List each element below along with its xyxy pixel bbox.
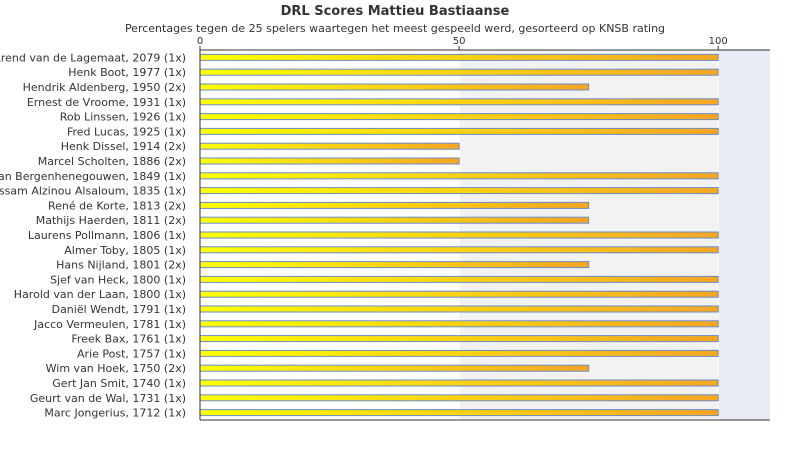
x-tick-label: 50 <box>453 36 466 47</box>
category-label: Arie Post, 1757 (1x) <box>77 347 186 360</box>
category-label: Freek Bax, 1761 (1x) <box>71 333 186 346</box>
category-label: Jacco Vermeulen, 1781 (1x) <box>33 318 186 331</box>
bar <box>199 364 590 372</box>
plot-band <box>718 50 770 420</box>
category-label: Rob Linssen, 1926 (1x) <box>60 111 186 124</box>
bar <box>199 187 719 195</box>
bar <box>199 216 590 224</box>
bar <box>199 98 719 106</box>
category-label: Daniël Wendt, 1791 (1x) <box>52 303 186 316</box>
category-label: Gert Jan Smit, 1740 (1x) <box>52 377 186 390</box>
bar <box>199 394 719 402</box>
bar <box>199 275 719 283</box>
bar <box>199 246 719 254</box>
chart-subtitle: Percentages tegen de 25 spelers waartege… <box>124 22 666 35</box>
category-label: Sjef van Heck, 1800 (1x) <box>50 273 186 286</box>
category-label: Fred Lucas, 1925 (1x) <box>67 125 186 138</box>
bar <box>199 261 590 269</box>
category-label: Henk Boot, 1977 (1x) <box>68 66 186 79</box>
category-label: Henk Dissel, 1914 (2x) <box>61 140 186 153</box>
category-label: René de Korte, 1813 (2x) <box>48 199 186 212</box>
category-label: van Bergenhenegouwen, 1849 (1x) <box>0 170 186 183</box>
category-label: Wim van Hoek, 1750 (2x) <box>46 362 186 375</box>
bar <box>199 83 590 91</box>
category-label: Almer Toby, 1805 (1x) <box>64 244 186 257</box>
bar <box>199 142 460 150</box>
bar <box>199 172 719 180</box>
category-label: Marc Jongerius, 1712 (1x) <box>44 407 186 420</box>
category-label: Hendrik Aldenberg, 1950 (2x) <box>23 81 186 94</box>
x-tick-label: 0 <box>197 36 203 47</box>
bar <box>199 127 719 135</box>
bar <box>199 320 719 328</box>
category-label: Hussam Alzinou Alsaloum, 1835 (1x) <box>0 185 186 198</box>
bar <box>199 201 590 209</box>
bar <box>199 113 719 121</box>
category-label: Hans Nijland, 1801 (2x) <box>56 259 186 272</box>
bar <box>199 290 719 298</box>
chart-title: DRL Scores Mattieu Bastiaanse <box>280 4 510 19</box>
category-label: Marcel Scholten, 1886 (2x) <box>38 155 186 168</box>
bar <box>199 53 719 61</box>
bar <box>199 379 719 387</box>
category-label: Geurt van de Wal, 1731 (1x) <box>30 392 186 405</box>
category-label: Ernest de Vroome, 1931 (1x) <box>27 96 186 109</box>
bar <box>199 349 719 357</box>
bar <box>199 231 719 239</box>
category-label: Mathijs Haerden, 1811 (2x) <box>36 214 186 227</box>
bar <box>199 157 460 165</box>
bar <box>199 305 719 313</box>
x-tick-label: 100 <box>709 36 728 47</box>
bar <box>199 335 719 343</box>
category-label: Harold van der Laan, 1800 (1x) <box>14 288 186 301</box>
bar <box>199 409 719 417</box>
category-label: Arend van de Lagemaat, 2079 (1x) <box>0 51 186 64</box>
category-label: Laurens Pollmann, 1806 (1x) <box>28 229 186 242</box>
bar <box>199 68 719 76</box>
